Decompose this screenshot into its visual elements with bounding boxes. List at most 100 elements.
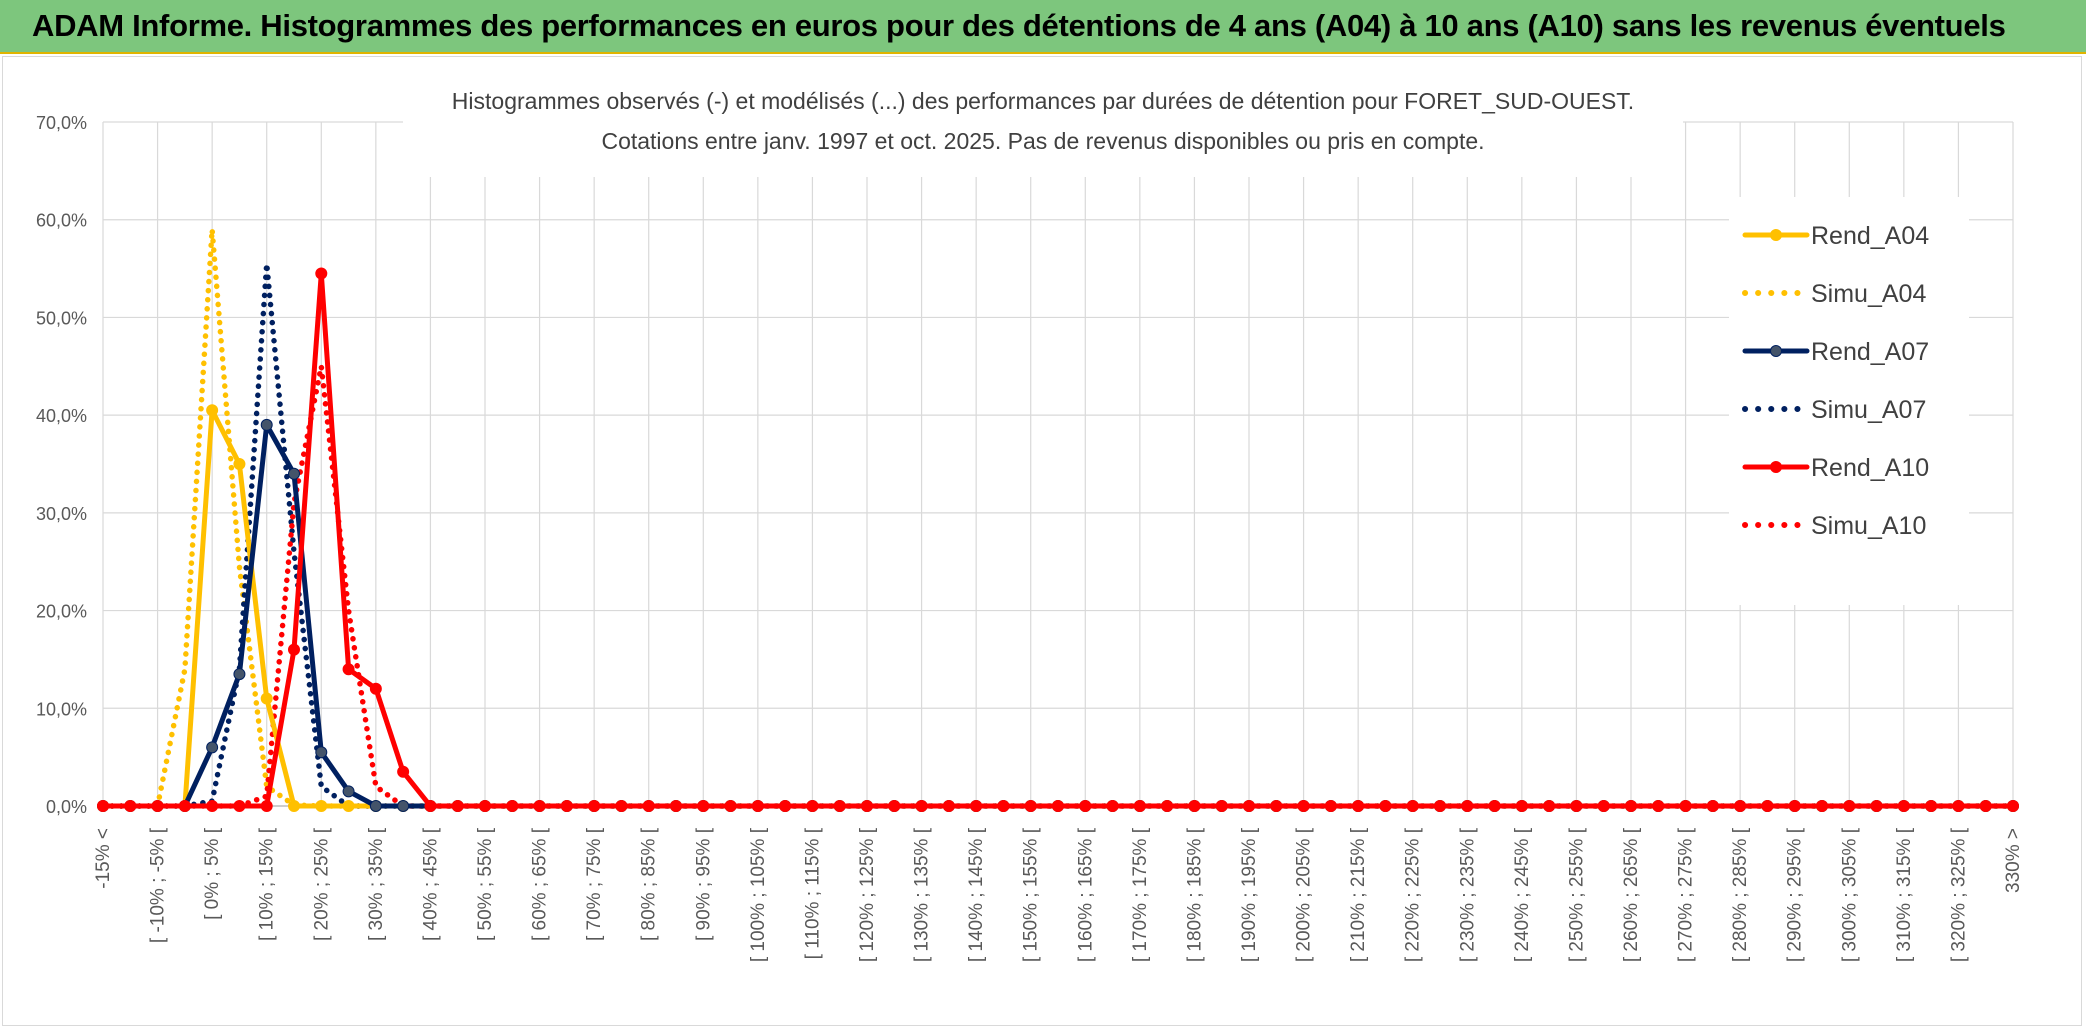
data-point	[1788, 800, 1801, 812]
data-point	[124, 800, 137, 812]
series-line-simu-a10	[100, 363, 2016, 809]
series-line-simu-a04	[100, 226, 2016, 809]
data-point	[397, 765, 410, 778]
data-point	[997, 800, 1010, 812]
x-tick-label: [ 290% ; 295% [	[1785, 827, 1806, 962]
data-point	[178, 800, 191, 812]
y-tick-label: 50,0%	[36, 308, 87, 328]
x-tick-label: [ 200% ; 205% [	[1294, 827, 1315, 962]
x-tick-label: [ 140% ; 145% [	[966, 827, 987, 962]
data-point	[615, 800, 628, 812]
x-tick-label: [ 90% ; 95% [	[693, 827, 714, 941]
data-point	[1133, 800, 1146, 812]
y-axis: 0,0% 10,0% 20,0% 30,0% 40,0% 50,0% 60,0% 70,0%	[36, 113, 87, 817]
x-tick-label: [ 180% ; 185% [	[1184, 827, 1205, 962]
data-point	[915, 800, 928, 812]
data-point	[1515, 800, 1528, 812]
data-point	[479, 800, 491, 812]
data-point	[1543, 800, 1556, 812]
chart-title: Histogrammes observés (-) et modélisés (…	[452, 88, 1634, 114]
data-point	[1652, 800, 1665, 812]
data-point	[1379, 800, 1392, 812]
data-point	[942, 800, 955, 812]
chart-subtitle: Cotations entre janv. 1997 et oct. 2025.…	[601, 128, 1484, 154]
data-point	[451, 800, 464, 812]
data-point	[206, 404, 219, 417]
x-tick-label: [ 210% ; 215% [	[1348, 827, 1369, 962]
y-tick-label: 70,0%	[36, 113, 87, 133]
data-point	[369, 800, 382, 812]
x-tick-label: [ 310% ; 315% [	[1894, 827, 1915, 962]
data-point	[288, 800, 300, 812]
x-tick-label: [ 120% ; 125% [	[857, 827, 878, 962]
series-line-rend-a10	[100, 271, 2016, 809]
x-tick-label: [ 260% ; 265% [	[1621, 827, 1642, 962]
legend-label: Rend_A04	[1811, 222, 1929, 250]
x-tick-label: [ 230% ; 235% [	[1457, 827, 1478, 962]
data-point	[1052, 800, 1064, 812]
data-point	[1816, 800, 1828, 812]
data-point	[1597, 800, 1610, 812]
x-tick-label: [ 190% ; 195% [	[1239, 827, 1260, 962]
x-tick-label: 330% >	[2003, 828, 2024, 893]
legend-background	[1729, 197, 1969, 605]
data-point	[315, 267, 328, 280]
data-point	[697, 800, 710, 812]
data-point	[342, 663, 355, 676]
x-tick-label: [ 160% ; 165% [	[1075, 827, 1096, 962]
x-tick-label: [ 70% ; 75% [	[584, 827, 605, 941]
data-point	[1870, 800, 1883, 812]
x-tick-label: [ 100% ; 105% [	[748, 827, 769, 962]
legend-label: Rend_A07	[1811, 338, 1929, 366]
x-tick-label: [ 110% ; 115% [	[802, 827, 823, 959]
x-tick-label: [ 250% ; 255% [	[1566, 827, 1587, 962]
data-point	[888, 800, 901, 812]
data-point	[861, 800, 873, 812]
data-point	[1761, 800, 1774, 812]
data-point	[533, 800, 546, 812]
data-point	[397, 800, 410, 812]
x-tick-label: [ 0% ; 5% [	[202, 827, 223, 920]
x-tick-label: [ 270% ; 275% [	[1676, 827, 1697, 962]
data-point	[1106, 800, 1119, 812]
x-tick-label: [ 80% ; 85% [	[639, 827, 660, 941]
y-tick-label: 40,0%	[36, 406, 87, 426]
data-point	[833, 800, 846, 812]
data-point	[751, 800, 764, 812]
data-point	[1461, 800, 1474, 812]
series-line-rend-a04	[100, 407, 2016, 809]
data-point	[233, 458, 246, 470]
data-point	[151, 800, 164, 812]
data-point	[1679, 800, 1692, 812]
x-tick-label: [ 320% ; 325% [	[1948, 827, 1969, 962]
data-point	[260, 418, 273, 431]
data-point	[724, 800, 737, 812]
x-tick-label: [ 150% ; 155% [	[1021, 827, 1042, 962]
legend-label: Simu_A10	[1811, 512, 1926, 540]
x-tick-label: [ 280% ; 285% [	[1730, 827, 1751, 962]
data-point	[342, 785, 355, 798]
data-point	[1897, 800, 1910, 812]
data-point	[1952, 800, 1965, 812]
data-point	[1625, 800, 1637, 812]
x-axis: -15% < [ -10% ; -5% [[ 0% ; 5% [[ 10% ; 1…	[93, 827, 2024, 962]
data-point	[970, 800, 983, 812]
y-tick-label: 10,0%	[36, 699, 87, 719]
x-tick-label: [ 300% ; 305% [	[1839, 827, 1860, 962]
x-tick-label: -15% <	[93, 828, 114, 889]
report-title: ADAM Informe. Histogrammes des performan…	[32, 8, 2006, 43]
data-point	[1188, 800, 1201, 812]
data-point	[1488, 800, 1501, 812]
data-point	[315, 746, 328, 759]
gridlines	[102, 121, 2014, 807]
data-point	[1297, 800, 1310, 812]
data-point	[1406, 800, 1419, 812]
x-tick-label: [ 40% ; 45% [	[420, 827, 441, 941]
data-point	[1570, 800, 1583, 812]
data-point	[369, 682, 382, 695]
data-point	[1434, 800, 1446, 812]
legend-marker	[1770, 345, 1782, 357]
data-point	[1925, 800, 1938, 812]
y-tick-label: 30,0%	[36, 504, 87, 524]
data-point	[1243, 800, 1255, 812]
